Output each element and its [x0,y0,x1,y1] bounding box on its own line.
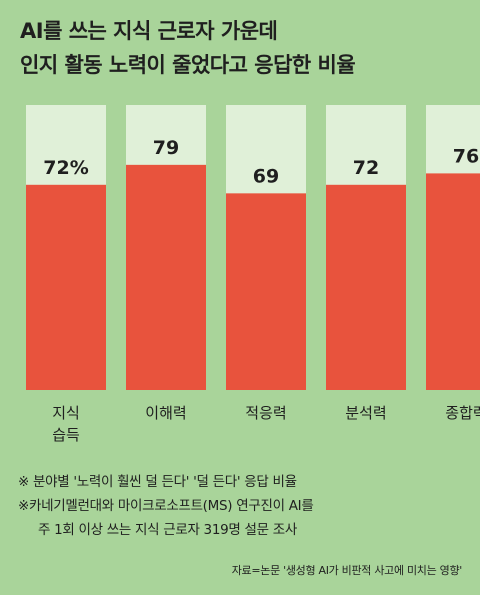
footnotes: ※ 분야별 '노력이 훨씬 덜 든다' '덜 든다' 응답 비율 ※카네기멜런대… [18,470,468,542]
bar [26,184,106,390]
footnote-1: ※ 분야별 '노력이 훨씬 덜 든다' '덜 든다' 응답 비율 [18,474,297,490]
category-label: 종합력 [445,404,480,422]
category-label: 적응력 [245,404,286,422]
value-label: 72 [353,157,379,179]
chart-title-line-2: 인지 활동 노력이 줄었다고 응답한 비율 [20,53,356,77]
footnote-2: ※카네기멜런대와 마이크로소프트(MS) 연구진이 AI를 [18,498,314,514]
value-label: 79 [153,137,179,159]
bar [426,173,480,390]
chart-title: AI를 쓰는 지식 근로자 가운데 인지 활동 노력이 줄었다고 응답한 비율 [20,14,460,82]
category-label: 습득 [52,426,80,444]
bar-chart: 72%지식습득79이해력69적응력72분석력76종합력55평가력 [26,105,480,444]
source-credit: 자료=논문 '생성형 AI가 비판적 사고에 미치는 영향' [231,564,463,577]
bar [226,193,306,390]
category-label: 지식 [52,404,80,422]
value-label: 72% [43,157,88,179]
category-label: 이해력 [145,404,186,422]
bar [326,184,406,390]
bar [126,164,206,390]
footnote-3: 주 1회 이상 쓰는 지식 근로자 319명 설문 조사 [38,522,298,538]
value-label: 76 [453,145,479,167]
value-label: 69 [253,165,279,187]
category-label: 분석력 [345,404,386,422]
chart-title-line-1: AI를 쓰는 지식 근로자 가운데 [20,19,278,43]
